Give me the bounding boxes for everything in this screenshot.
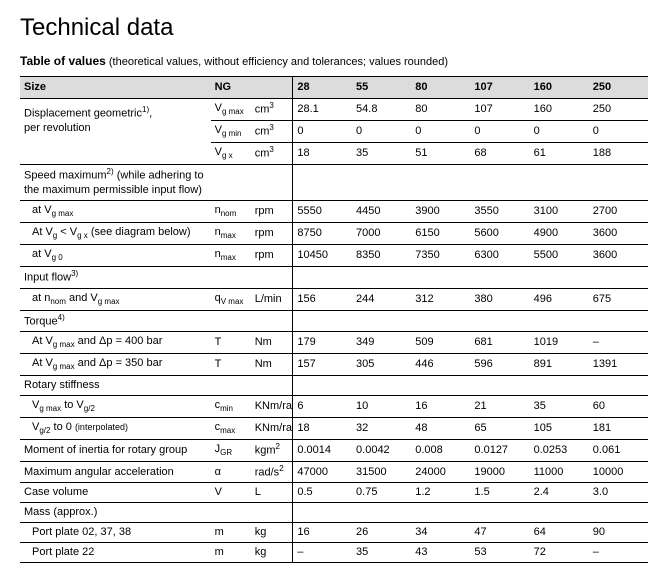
row-disp-vgmax: Displacement geometric1),per revolution … bbox=[20, 98, 648, 120]
col-160: 160 bbox=[530, 77, 589, 99]
row-speed-vgmax: at Vg max nnom rpm 555044503900355031002… bbox=[20, 201, 648, 223]
row-mass-1: Port plate 02, 37, 38 mkg 162634476490 bbox=[20, 523, 648, 543]
row-rotary-heading: Rotary stiffness bbox=[20, 376, 648, 396]
row-torque-400: At Vg max and Δp = 400 bar TNm 179349509… bbox=[20, 332, 648, 354]
page-title: Technical data bbox=[20, 14, 648, 42]
col-80: 80 bbox=[411, 77, 470, 99]
row-mass-2: Port plate 22 mkg –35435372– bbox=[20, 542, 648, 562]
row-inflow-heading: Input flow3) bbox=[20, 267, 648, 289]
row-mass-heading: Mass (approx.) bbox=[20, 503, 648, 523]
table-header-row: Size NG 28 55 80 107 160 250 bbox=[20, 77, 648, 99]
col-250: 250 bbox=[589, 77, 648, 99]
row-disp-vgx: Vg x cm3 1835516861188 bbox=[20, 142, 648, 164]
row-inflow-1: at nnom and Vg max qV max L/min 15624431… bbox=[20, 288, 648, 310]
row-maa: Maximum angular acceleration α rad/s2 47… bbox=[20, 461, 648, 483]
table-subheading: Table of values (theoretical values, wit… bbox=[20, 54, 648, 68]
technical-data-table: Size NG 28 55 80 107 160 250 Displacemen… bbox=[20, 76, 648, 563]
row-moi: Moment of inertia for rotary group JGR k… bbox=[20, 439, 648, 461]
row-casevol: Case volume V L 0.50.751.21.52.43.0 bbox=[20, 483, 648, 503]
col-28: 28 bbox=[293, 77, 352, 99]
row-speed-vgx: At Vg < Vg x (see diagram below) nmax rp… bbox=[20, 223, 648, 245]
row-speed-vg0: at Vg 0 nmax rpm 10450835073506300550036… bbox=[20, 245, 648, 267]
row-rotary-2: Vg/2 to 0 (interpolated) cmax KNm/rad 18… bbox=[20, 417, 648, 439]
col-107: 107 bbox=[470, 77, 529, 99]
col-55: 55 bbox=[352, 77, 411, 99]
row-rotary-1: Vg max to Vg/2 cmin KNm/rad 61016213560 bbox=[20, 395, 648, 417]
col-size: Size bbox=[20, 77, 211, 99]
row-speed-heading: Speed maximum2) (while adhering tothe ma… bbox=[20, 164, 648, 200]
row-torque-heading: Torque4) bbox=[20, 310, 648, 332]
row-torque-350: At Vg max and Δp = 350 bar TNm 157305446… bbox=[20, 354, 648, 376]
col-ng: NG bbox=[211, 77, 251, 99]
